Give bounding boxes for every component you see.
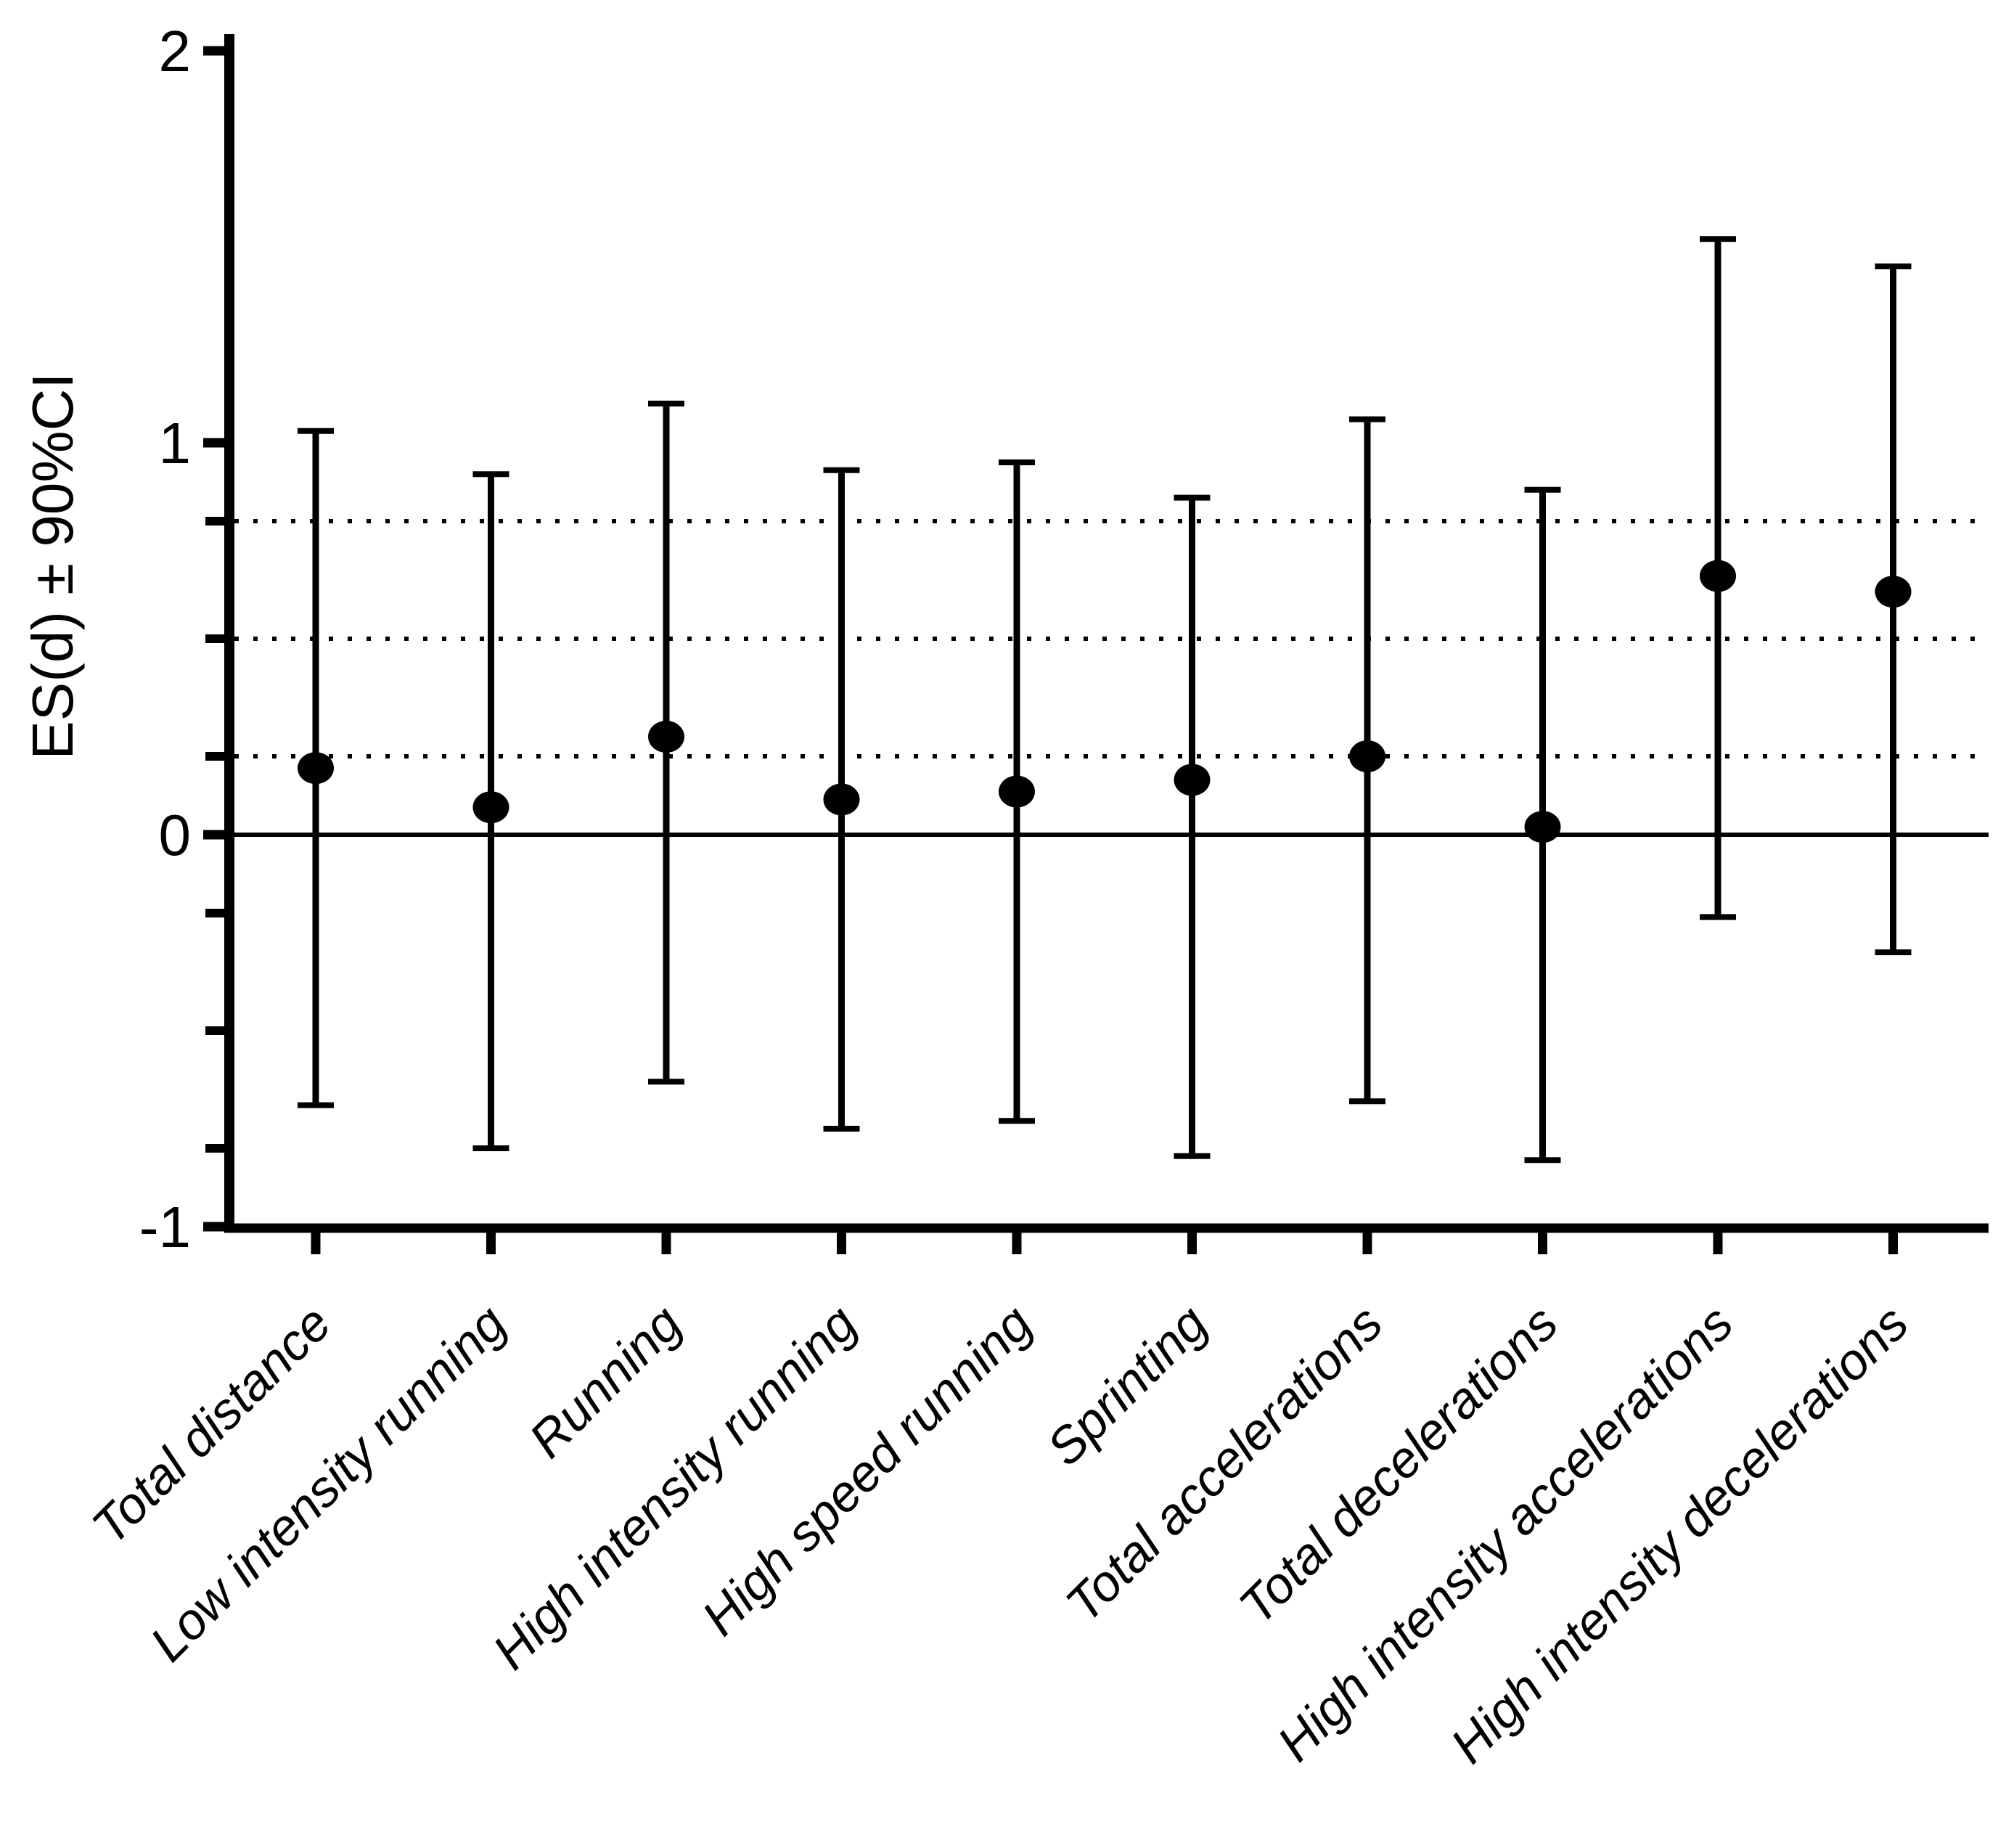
x-category-label: Running [518,1294,692,1468]
reference-lines-group [234,519,1989,837]
data-point-marker [472,791,509,824]
y-tick-label: 2 [159,19,192,83]
x-category-label: Low intensity running [139,1294,517,1672]
x-category-label: Sprinting [1036,1294,1219,1476]
data-point-marker [1875,576,1912,608]
x-category-label: Total accelerations [1055,1294,1393,1632]
data-point-marker [1174,764,1211,796]
x-category-label: Total decelerations [1228,1294,1568,1635]
axes-group [203,34,1989,1254]
data-point-marker [648,721,684,753]
y-tick-label: 1 [159,411,192,475]
data-point-marker [1700,560,1736,592]
y-axis-title: ES(d) ± 90%CI [20,373,85,760]
y-tick-label: -1 [139,1195,191,1259]
error-bars-group [298,236,1912,1164]
data-point-marker [999,775,1035,808]
data-point-marker [298,752,334,785]
x-category-label: High speed running [691,1294,1042,1645]
data-points-group [298,560,1912,843]
data-point-marker [1524,811,1561,843]
data-point-marker [823,783,860,816]
data-point-marker [1349,740,1385,772]
y-tick-label: 0 [159,803,192,867]
